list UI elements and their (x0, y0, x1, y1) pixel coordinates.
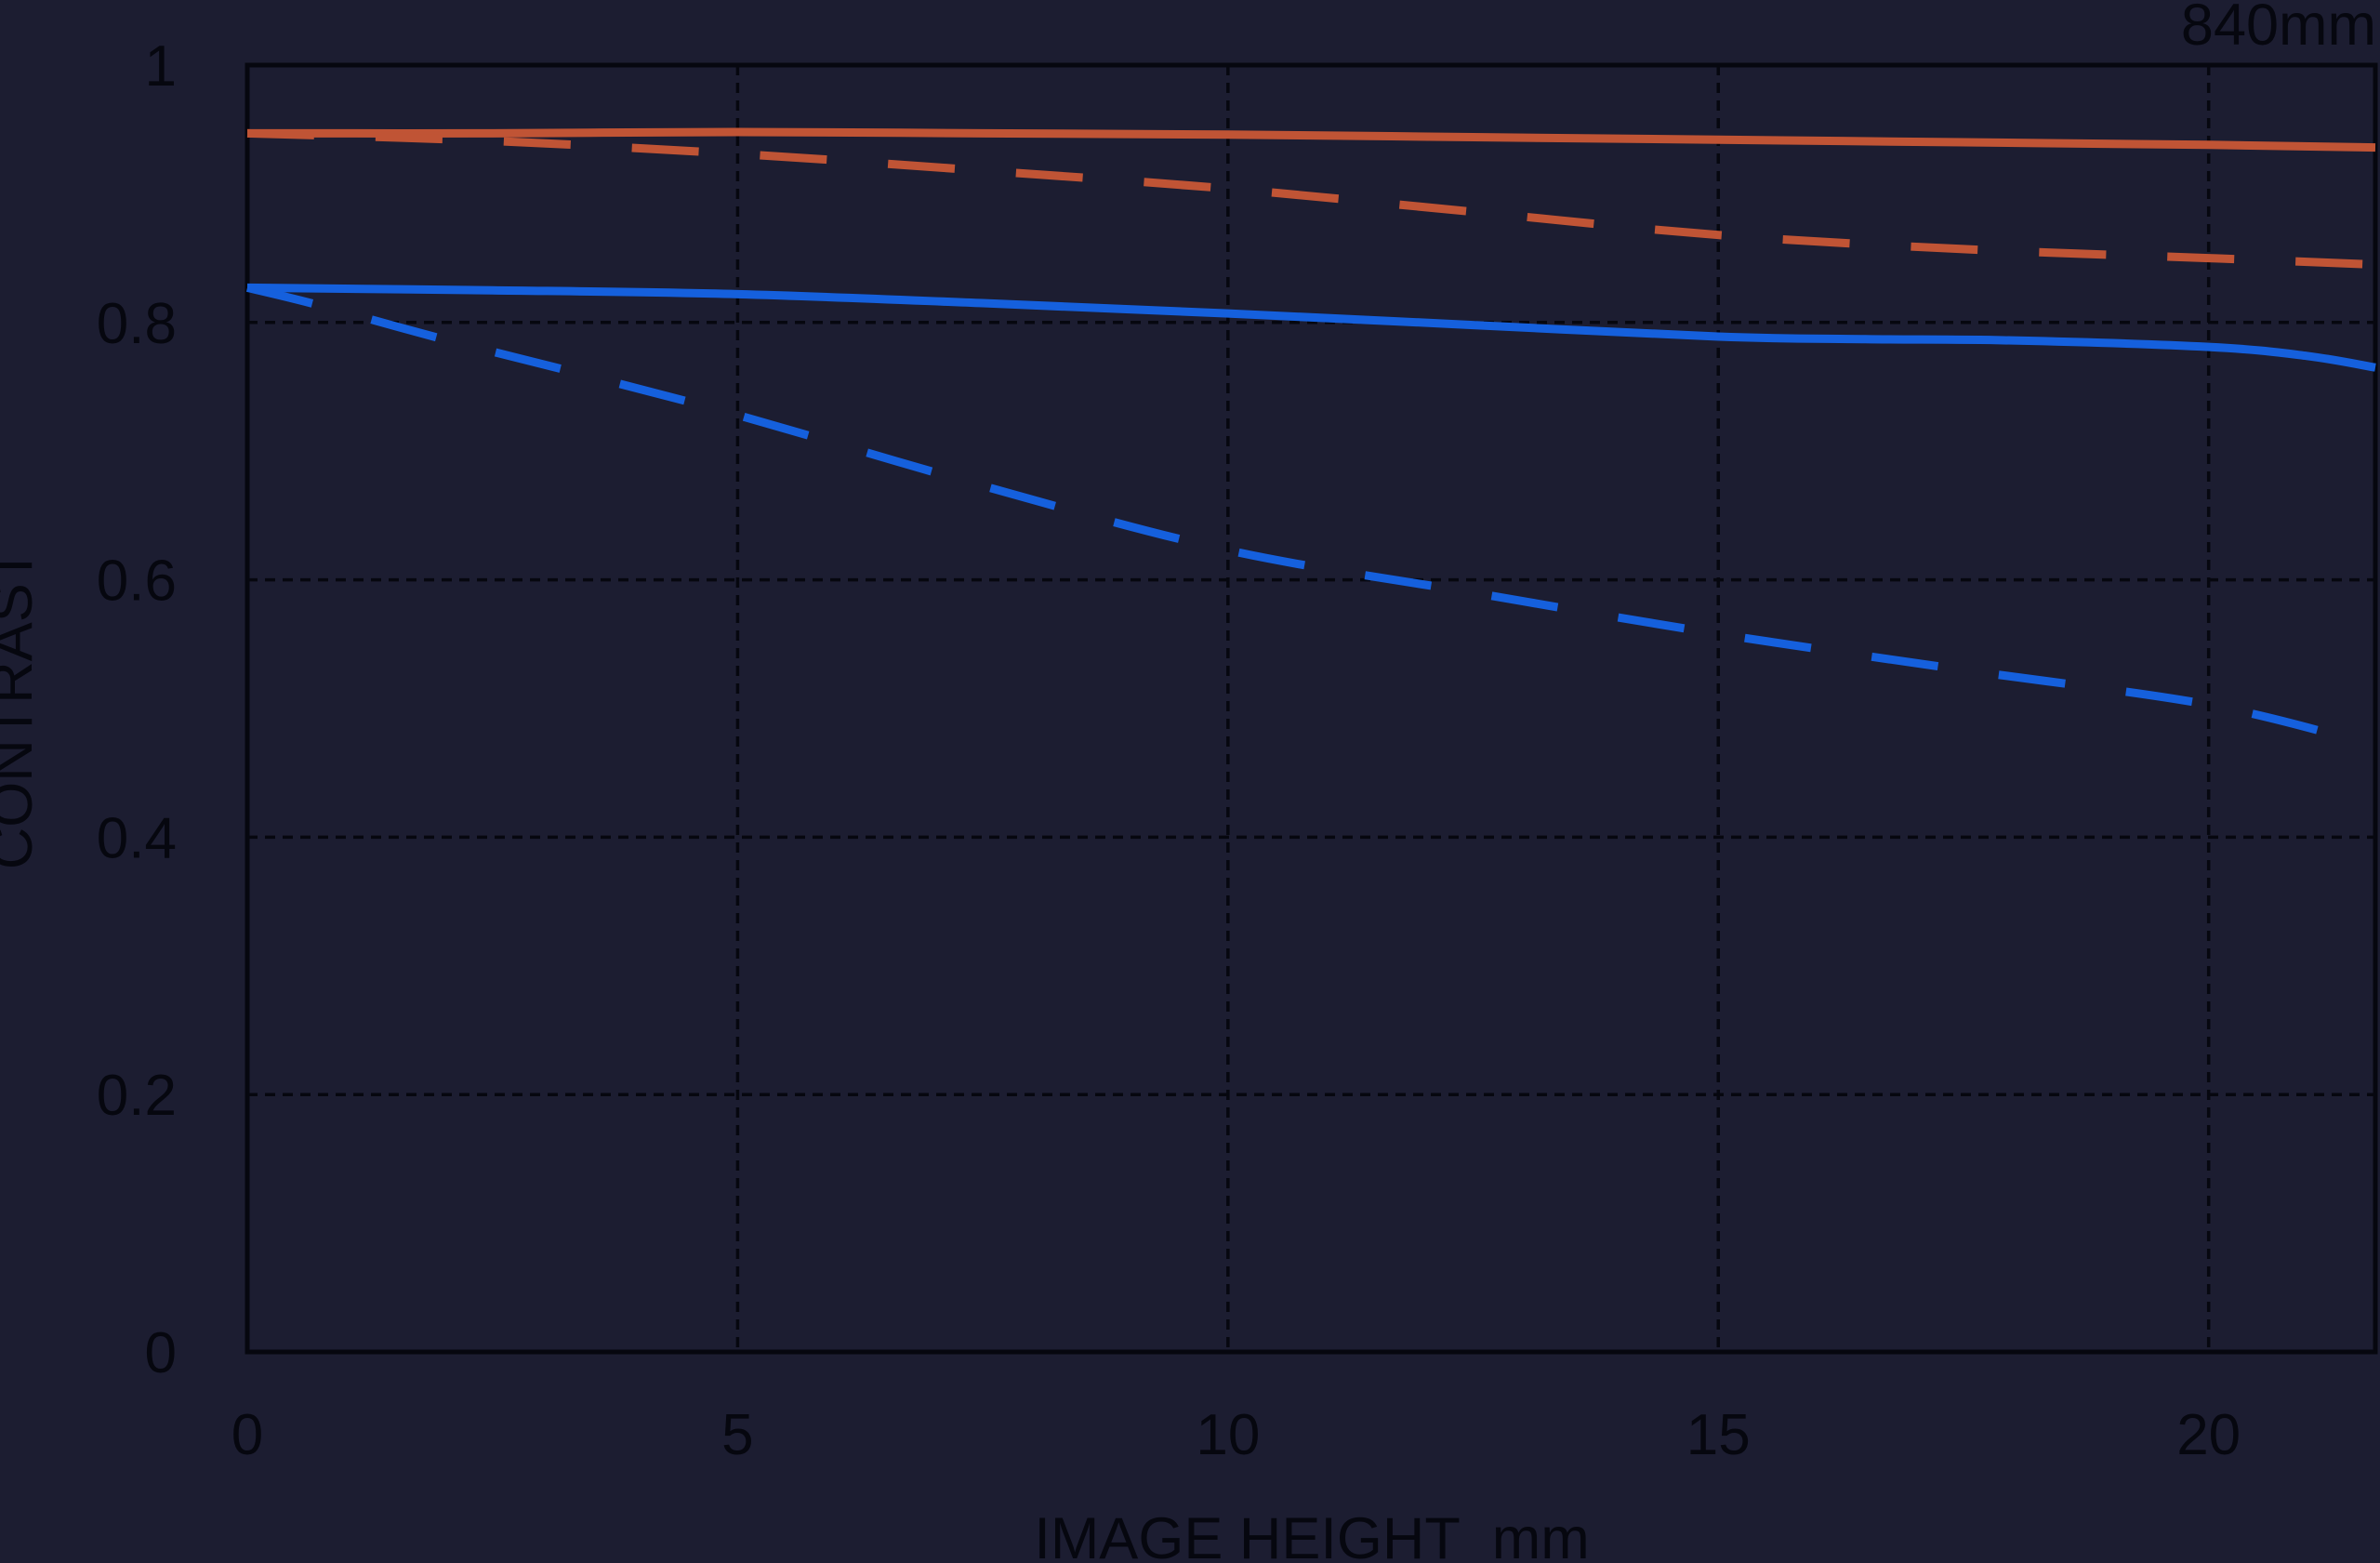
gridlines (247, 65, 2375, 1352)
x-axis-label: IMAGE HEIGHT mm (1034, 1506, 1589, 1563)
curve-orange-solid (246, 127, 2376, 152)
x-tick-label: 0 (231, 1403, 263, 1467)
y-axis-label: CONTRAST (0, 548, 45, 870)
y-tick-label: 0.6 (97, 550, 177, 614)
focal-length-title: 840mm (2181, 0, 2376, 58)
y-tick-label: 0.4 (97, 806, 177, 870)
y-tick-label: 1 (145, 34, 177, 99)
x-axis-tick-labels: 0 5 10 15 20 (231, 1403, 2241, 1467)
y-tick-label: 0.8 (97, 292, 177, 356)
curve-orange-dashed (246, 128, 2376, 270)
x-tick-label: 10 (1196, 1403, 1260, 1467)
x-tick-label: 15 (1686, 1403, 1751, 1467)
series-lines (245, 127, 2377, 750)
y-axis-tick-labels: 0 0.2 0.4 0.6 0.8 1 (97, 34, 177, 1385)
y-tick-label: 0.2 (97, 1064, 177, 1128)
x-tick-label: 5 (721, 1403, 753, 1467)
curve-blue-dashed (245, 284, 2377, 750)
y-tick-label: 0 (145, 1321, 177, 1385)
curve-blue-solid (246, 283, 2376, 372)
x-tick-label: 20 (2176, 1403, 2241, 1467)
plot-border (245, 62, 2378, 1355)
